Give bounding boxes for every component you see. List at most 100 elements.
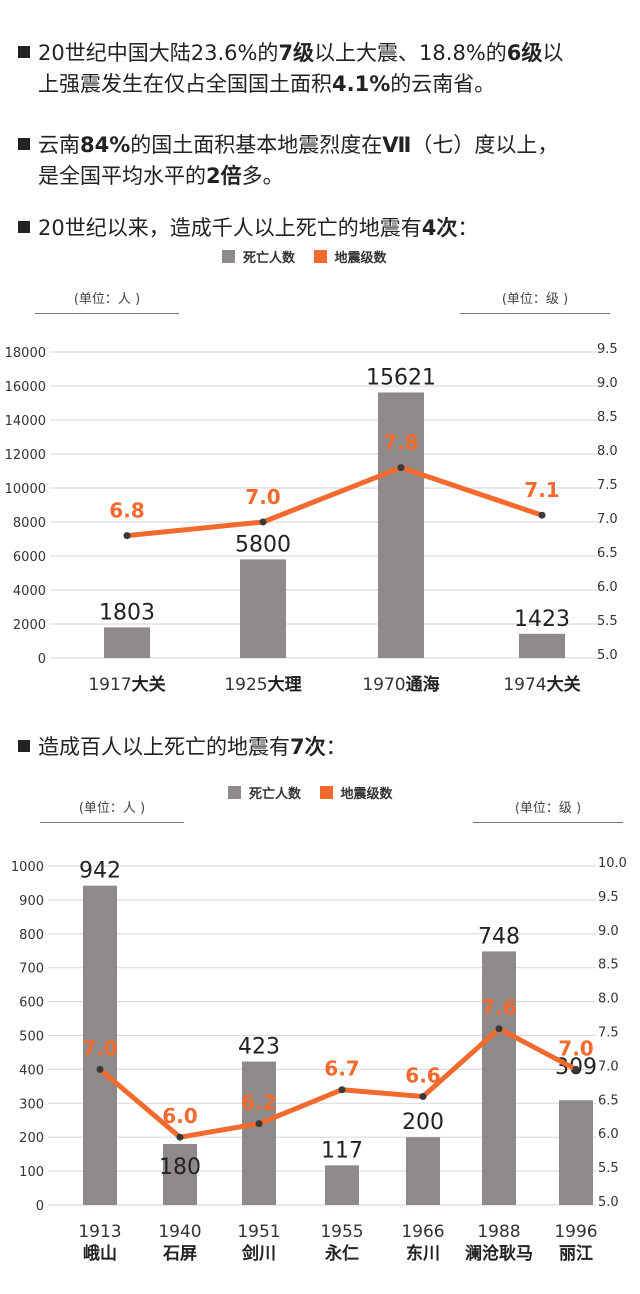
y-left-tick: 200 xyxy=(19,1131,44,1146)
category-year: 1955 xyxy=(320,1222,363,1242)
y-right-tick: 6.5 xyxy=(597,546,618,561)
category-label: 1974大关 xyxy=(503,674,580,695)
bar-deaths xyxy=(325,1165,359,1205)
y-right-tick: 9.0 xyxy=(597,376,618,391)
bar-value-label: 1423 xyxy=(514,607,570,632)
y-left-tick: 10000 xyxy=(5,482,46,497)
y-right-tick: 6.0 xyxy=(598,1127,619,1142)
bar-value-label: 748 xyxy=(478,924,520,949)
y-right-tick: 5.0 xyxy=(597,648,618,663)
y-right-tick: 5.5 xyxy=(598,1161,619,1176)
legend-swatch-deaths xyxy=(222,250,235,263)
category-year: 1966 xyxy=(401,1222,444,1242)
category-place: 丽江 xyxy=(559,1244,593,1264)
y-right-tick: 7.5 xyxy=(597,478,618,493)
bar-deaths xyxy=(519,633,565,658)
chart1-right-unit: (单位：级 ) xyxy=(460,288,610,314)
y-left-tick: 4000 xyxy=(13,584,46,599)
bullet-text-2: 云南84%的国土面积基本地震烈度在Ⅶ（七）度以上， 是全国平均水平的2倍多。 xyxy=(18,130,558,192)
magnitude-label: 6.0 xyxy=(162,1104,197,1128)
y-right-tick: 5.5 xyxy=(597,614,618,629)
category-year: 1951 xyxy=(237,1222,280,1242)
y-left-tick: 12000 xyxy=(5,448,46,463)
bar-deaths xyxy=(482,951,516,1205)
line-marker xyxy=(419,1093,427,1101)
bar-value-label: 180 xyxy=(159,1155,201,1180)
y-right-tick: 9.5 xyxy=(598,890,619,905)
line-marker xyxy=(96,1065,104,1073)
y-left-tick: 8000 xyxy=(13,516,46,531)
y-right-tick: 6.0 xyxy=(597,580,618,595)
y-right-tick: 8.0 xyxy=(597,444,618,459)
bar-deaths xyxy=(406,1137,440,1205)
chart2-plot: 0 100 200 300 400 500 600 700 800 900 1000 5.0 5.5 6.… xyxy=(11,856,627,1264)
magnitude-label: 7.0 xyxy=(82,1036,117,1060)
magnitude-label: 7.0 xyxy=(245,485,280,509)
category-year: 1996 xyxy=(554,1222,597,1242)
category-place: 澜沧耿马 xyxy=(465,1243,533,1264)
category-year: 1940 xyxy=(158,1222,201,1242)
chart1-plot: 0 2000 4000 6000 8000 10000 12000 14000 16000 180… xyxy=(5,342,618,695)
line-marker xyxy=(255,1120,263,1128)
line-marker xyxy=(123,532,131,540)
y-right-tick: 8.0 xyxy=(598,992,619,1007)
bar-deaths xyxy=(83,885,117,1205)
y-left-tick: 400 xyxy=(19,1063,44,1078)
y-right-tick: 8.5 xyxy=(597,410,618,425)
magnitude-label: 7.1 xyxy=(524,478,559,502)
bar-deaths xyxy=(104,627,150,658)
magnitude-label: 6.6 xyxy=(405,1064,440,1088)
bar-deaths xyxy=(378,392,424,658)
y-left-tick: 600 xyxy=(19,996,44,1011)
y-right-tick: 5.0 xyxy=(598,1195,619,1210)
y-right-tick: 10.0 xyxy=(598,856,627,871)
y-right-tick: 7.0 xyxy=(598,1059,619,1074)
y-left-tick: 300 xyxy=(19,1097,44,1112)
bar-value-label: 5800 xyxy=(235,532,291,557)
bar-value-label: 942 xyxy=(79,859,121,884)
chart2-right-unit: (单位：级 ) xyxy=(473,797,623,823)
y-left-tick: 2000 xyxy=(13,618,46,633)
y-left-tick: 100 xyxy=(19,1165,44,1180)
bar-value-label: 1803 xyxy=(99,600,155,625)
chart2-left-unit: (单位：人 ) xyxy=(40,797,184,823)
bar-deaths xyxy=(163,1143,197,1205)
y-left-tick: 800 xyxy=(19,928,44,943)
line-marker xyxy=(259,518,267,526)
y-left-tick: 1000 xyxy=(11,860,44,875)
y-left-tick: 900 xyxy=(19,894,44,909)
y-left-tick: 0 xyxy=(36,1199,44,1214)
magnitude-line xyxy=(126,465,543,539)
category-label: 1970通海 xyxy=(362,674,439,695)
y-right-tick: 7.0 xyxy=(597,512,618,527)
magnitude-label: 6.8 xyxy=(109,499,144,523)
category-year: 1988 xyxy=(477,1222,520,1242)
category-place: 东川 xyxy=(406,1243,440,1264)
y-left-tick: 0 xyxy=(38,652,46,667)
y-right-tick: 6.5 xyxy=(598,1093,619,1108)
legend-swatch-magnitude xyxy=(313,250,327,263)
magnitude-label: 6.7 xyxy=(324,1057,359,1081)
chart1-legend: 死亡人数 地震级数 xyxy=(222,247,387,266)
line-marker xyxy=(338,1086,346,1094)
bullet-square-icon xyxy=(18,221,30,233)
y-right-tick: 8.5 xyxy=(598,958,619,973)
legend-swatch-magnitude xyxy=(319,786,333,799)
bullet-square-icon xyxy=(18,138,30,150)
magnitude-label: 7.6 xyxy=(481,996,516,1020)
line-marker xyxy=(176,1133,184,1141)
bullet-text-3: 20世纪以来，造成千人以上死亡的地震有4次： xyxy=(18,213,478,244)
y-left-tick: 16000 xyxy=(5,380,46,395)
bullet-square-icon xyxy=(18,46,30,58)
line-marker xyxy=(495,1025,503,1033)
category-year: 1913 xyxy=(78,1222,121,1242)
line-marker xyxy=(538,511,546,519)
category-label: 1925大理 xyxy=(224,674,301,695)
category-place: 峨山 xyxy=(83,1244,117,1264)
y-left-tick: 6000 xyxy=(13,550,46,565)
y-right-tick: 7.5 xyxy=(598,1026,619,1041)
legend-swatch-deaths xyxy=(228,786,241,799)
line-marker xyxy=(397,464,405,472)
bullet-text-1: 20世纪中国大陆23.6%的7级以上大震、18.8%的6级以 上强震发生在仅占全… xyxy=(18,38,563,100)
bullet-text-4: 造成百人以上死亡的地震有7次： xyxy=(18,732,347,763)
